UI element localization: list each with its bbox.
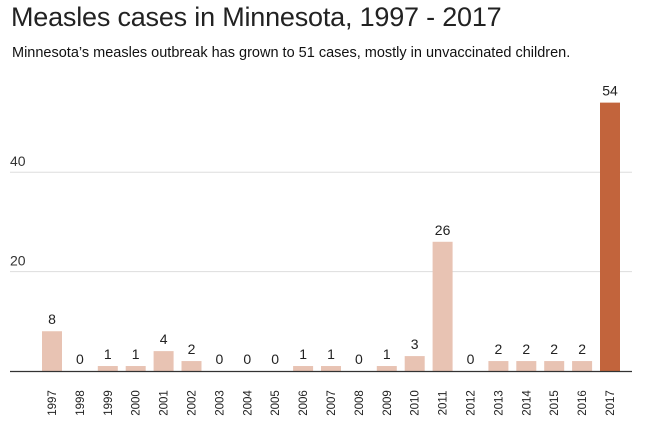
chart-title: Measles cases in Minnesota, 1997 - 2017 [11,2,502,32]
x-tick-label-2014: 2014 [521,390,533,416]
data-label-2012: 0 [467,351,475,367]
data-label-1999: 1 [104,346,112,362]
bar-2007 [321,366,341,371]
data-label-2017: 54 [602,83,618,99]
x-tick-label-2009: 2009 [382,390,394,416]
data-label-2008: 0 [355,351,363,367]
x-tick-label-1999: 1999 [103,390,115,416]
bar-2010 [404,356,425,371]
data-label-2000: 1 [132,346,140,362]
data-label-2009: 1 [383,346,391,362]
data-label-2013: 2 [495,341,503,357]
data-label-2001: 4 [160,331,168,347]
data-label-1998: 0 [76,351,84,367]
x-tick-label-2016: 2016 [577,390,589,416]
bar-2017 [600,102,620,372]
bar-2011 [432,241,453,371]
data-label-2014: 2 [522,341,530,357]
x-axis: 1997 1998 1999 2000 2001 2002 2003 2004 2005 2006… [10,370,632,416]
data-label-2002: 2 [188,341,196,357]
x-tick-label-2017: 2017 [605,390,617,416]
x-tick-label-1998: 1998 [75,390,87,416]
x-tick-label-1997: 1997 [47,390,59,416]
x-tick-label-2003: 2003 [214,390,226,416]
x-tick-label-2000: 2000 [131,390,143,416]
x-tick-label-2011: 2011 [438,391,450,416]
x-tick-label-2012: 2012 [466,390,478,416]
data-label-2011: 26 [435,222,451,238]
x-tick-label-2006: 2006 [298,390,310,416]
bar-2000 [125,366,146,371]
x-tick-label-2010: 2010 [410,390,422,416]
x-tick-label-2005: 2005 [270,390,282,416]
x-tick-label-2002: 2002 [187,390,199,416]
bar-1999 [97,366,118,371]
x-tick-label-2004: 2004 [242,390,254,416]
bar-2015 [544,361,565,371]
data-label-2006: 1 [299,346,307,362]
data-label-1997: 8 [48,311,56,327]
x-tick-label-2013: 2013 [493,390,505,416]
data-label-2010: 3 [411,336,419,352]
x-tick-label-2008: 2008 [354,390,366,416]
x-tick-label-2007: 2007 [326,390,338,416]
y-tick-label-40: 40 [10,153,26,169]
data-label-2015: 2 [550,341,558,357]
bar-2002 [181,361,202,371]
data-label-2016: 2 [578,341,586,357]
bar-2006 [293,366,314,371]
bar-1997 [42,331,62,371]
chart-subtitle: Minnesota’s measles outbreak has grown t… [12,45,571,61]
bar-2009 [376,366,397,371]
data-label-2003: 0 [216,351,224,367]
bar-2001 [153,351,174,371]
data-label-2004: 0 [243,351,251,367]
x-tick-label-2015: 2015 [549,390,561,416]
bar-2016 [572,361,593,371]
x-tick-label-2001: 2001 [159,390,171,416]
y-tick-label-20: 20 [10,253,26,269]
bar-2013 [488,361,509,371]
data-label-2005: 0 [271,351,279,367]
bars [42,102,620,372]
data-label-2007: 1 [327,346,335,362]
bar-2014 [516,361,537,371]
